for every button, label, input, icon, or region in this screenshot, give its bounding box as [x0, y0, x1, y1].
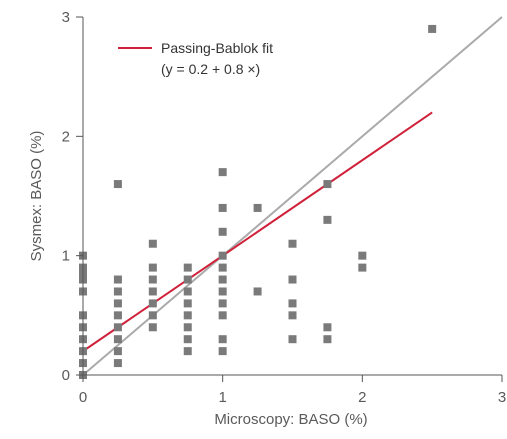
identity-line: [82, 16, 503, 376]
data-point: [218, 275, 227, 284]
data-point: [113, 335, 122, 344]
data-point: [113, 323, 122, 332]
data-point: [113, 180, 122, 189]
data-point: [148, 287, 157, 296]
data-point: [253, 203, 262, 212]
data-point: [218, 227, 227, 236]
data-point: [218, 251, 227, 260]
data-point: [148, 239, 157, 248]
legend: Passing-Bablok fit (y = 0.2 + 0.8 ×): [118, 40, 273, 77]
data-point: [218, 203, 227, 212]
passing-bablok-fit-line: [82, 111, 433, 352]
data-point: [148, 275, 157, 284]
data-point: [218, 168, 227, 177]
x-tick-label: 0: [79, 389, 87, 406]
data-point: [183, 347, 192, 356]
data-point: [358, 251, 367, 260]
data-point: [288, 299, 297, 308]
x-axis-title: Microscopy: BASO (%): [214, 411, 367, 428]
data-point: [218, 287, 227, 296]
axes: [76, 16, 503, 382]
data-point: [323, 335, 332, 344]
data-point: [218, 335, 227, 344]
data-point: [288, 275, 297, 284]
data-point: [218, 311, 227, 320]
x-tick-label: 3: [498, 389, 506, 406]
data-point: [113, 299, 122, 308]
data-point: [218, 299, 227, 308]
x-tick-label: 2: [358, 389, 366, 406]
data-point: [113, 287, 122, 296]
data-point: [218, 263, 227, 272]
data-point: [183, 275, 192, 284]
data-points: [79, 24, 437, 379]
data-point: [253, 287, 262, 296]
y-tick-label: 2: [62, 128, 70, 145]
legend-label: Passing-Bablok fit: [161, 40, 273, 56]
data-point: [183, 335, 192, 344]
data-point: [218, 347, 227, 356]
data-point: [113, 275, 122, 284]
data-point: [113, 347, 122, 356]
x-tick-label: 1: [218, 389, 226, 406]
data-point: [323, 180, 332, 189]
data-point: [148, 323, 157, 332]
data-point: [358, 263, 367, 272]
data-point: [183, 299, 192, 308]
data-point: [288, 311, 297, 320]
y-axis-title: Sysmex: BASO (%): [28, 131, 45, 262]
data-point: [148, 263, 157, 272]
data-point: [183, 287, 192, 296]
data-point: [183, 311, 192, 320]
data-point: [428, 24, 437, 33]
data-point: [183, 323, 192, 332]
data-point: [183, 263, 192, 272]
identity-line-layer: [82, 16, 503, 376]
data-point: [113, 311, 122, 320]
data-point: [288, 239, 297, 248]
fit-line-layer: [82, 111, 433, 352]
data-point: [323, 215, 332, 224]
tick-labels: 0 1 2 3 0 1 2 3: [62, 9, 507, 406]
y-tick-label: 1: [62, 248, 70, 265]
y-tick-label: 0: [62, 367, 70, 384]
data-point: [288, 335, 297, 344]
data-point: [148, 299, 157, 308]
data-point: [113, 359, 122, 368]
data-point: [148, 311, 157, 320]
legend-equation: (y = 0.2 + 0.8 ×): [161, 61, 260, 77]
y-tick-label: 3: [62, 9, 70, 26]
data-point: [323, 323, 332, 332]
